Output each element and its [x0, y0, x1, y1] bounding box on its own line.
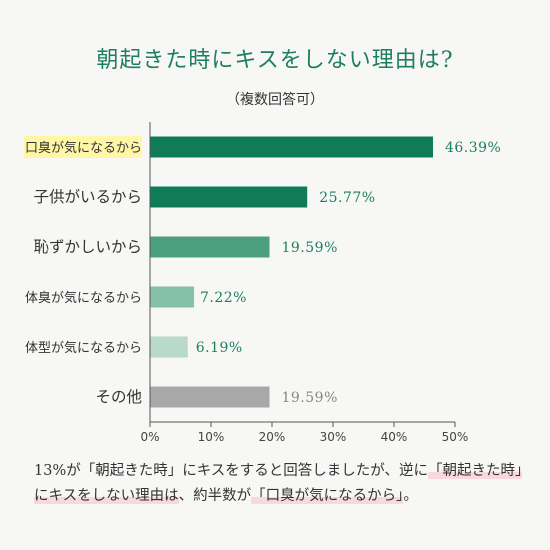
note-highlight-2: 「口臭が気になるから」 [251, 488, 404, 504]
chart-title: 朝起きた時にキスをしない理由は? [96, 48, 454, 73]
bar [150, 236, 270, 258]
value-label: 19.59% [281, 240, 337, 256]
category-label: 子供がいるから [33, 188, 142, 206]
x-tick-label: 40% [381, 430, 408, 444]
x-tick-label: 20% [259, 430, 286, 444]
value-label: 46.39% [445, 140, 501, 156]
bar [150, 286, 195, 308]
value-label: 19.59% [281, 390, 337, 406]
value-label: 25.77% [319, 190, 375, 206]
note-part-5: 。 [403, 488, 418, 504]
x-tick-label: 0% [140, 430, 159, 444]
bar [150, 136, 433, 158]
category-label: 口臭が気になるから [25, 140, 142, 156]
category-label-highlight [24, 136, 142, 158]
summary-note: 13%が「朝起きた時」にキスをすると回答しましたが、逆に「朝起きた時」にキスをし… [34, 459, 524, 509]
bar [150, 186, 308, 208]
category-label: 体型が気になるから [25, 340, 142, 356]
x-tick-label: 30% [320, 430, 347, 444]
category-label: 体臭が気になるから [25, 290, 142, 306]
note-part-3: 、約半数が [178, 488, 252, 504]
bar [150, 336, 188, 358]
chart-subtitle: （複数回答可） [226, 92, 324, 108]
note-part-1: 13%が「朝起きた時」にキスをすると回答しましたが、逆に [34, 463, 429, 479]
value-label: 6.19% [196, 340, 243, 356]
bar [150, 386, 270, 408]
category-label: その他 [95, 388, 142, 406]
value-label: 7.22% [200, 290, 247, 306]
category-label: 恥ずかしいから [33, 238, 142, 256]
x-tick-label: 50% [442, 430, 469, 444]
x-tick-label: 10% [198, 430, 225, 444]
